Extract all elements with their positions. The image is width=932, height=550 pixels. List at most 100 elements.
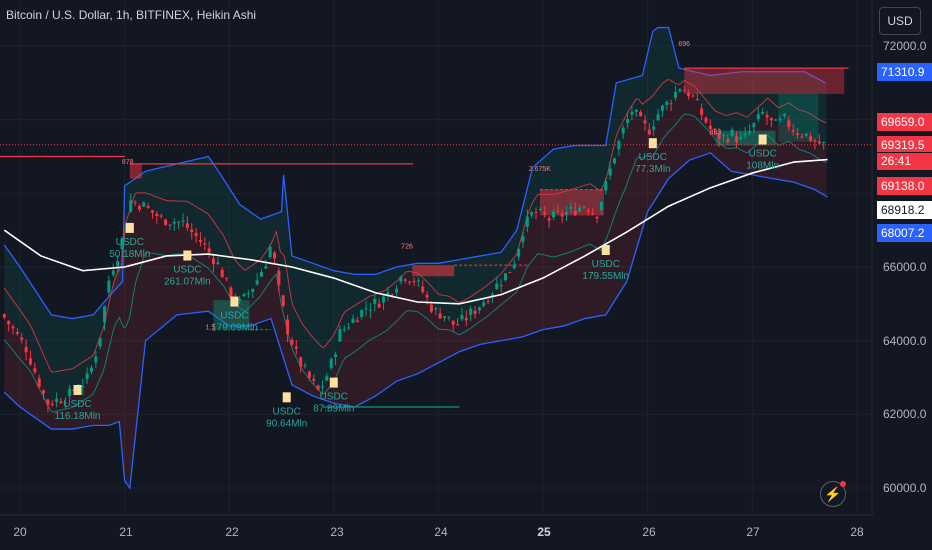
candle-body bbox=[551, 211, 555, 218]
candle-body bbox=[198, 239, 202, 242]
candle-body bbox=[486, 301, 490, 303]
candle-body bbox=[791, 130, 795, 132]
candle-body bbox=[643, 120, 647, 124]
level-label: 463 bbox=[710, 129, 722, 136]
candle-body bbox=[55, 398, 59, 402]
candle-body bbox=[822, 142, 826, 144]
candle-body bbox=[656, 114, 660, 121]
candle-body bbox=[207, 248, 211, 253]
candle-body bbox=[168, 224, 172, 226]
flow-label-value: 108Mln bbox=[746, 161, 779, 172]
candle-body bbox=[695, 99, 699, 101]
candle-body bbox=[142, 202, 146, 207]
lower-band-fill bbox=[4, 86, 827, 488]
upper-band-line bbox=[3, 26, 826, 320]
candle-body bbox=[669, 103, 673, 105]
candle-body bbox=[678, 89, 682, 92]
candle-body bbox=[220, 269, 224, 278]
ma-value-badge: 68918.2 bbox=[877, 201, 932, 219]
last-price-badge: 69319.5 bbox=[877, 136, 932, 152]
candle-body bbox=[582, 207, 586, 209]
band-top-badge: 71310.9 bbox=[877, 63, 932, 81]
candle-body bbox=[24, 346, 28, 353]
candle-body bbox=[390, 294, 394, 296]
candle-body bbox=[137, 206, 141, 210]
candle-body bbox=[194, 232, 198, 237]
candle-body bbox=[42, 390, 46, 394]
candle-body bbox=[150, 210, 154, 213]
flow-marker bbox=[230, 296, 239, 307]
candle-body bbox=[164, 219, 168, 226]
candle-body bbox=[673, 91, 677, 98]
time-tick: 28 bbox=[850, 525, 864, 539]
currency-button[interactable]: USD bbox=[879, 7, 921, 35]
candle-body bbox=[634, 109, 638, 112]
candle-body bbox=[443, 316, 447, 318]
candle-body bbox=[617, 140, 621, 150]
candle-body bbox=[434, 308, 438, 310]
candle-body bbox=[599, 201, 603, 211]
candle-body bbox=[525, 216, 529, 227]
candle-body bbox=[360, 310, 364, 317]
flash-icon[interactable]: ⚡ bbox=[820, 481, 846, 507]
flow-label-value: 179.55Mln bbox=[582, 271, 629, 282]
candle-body bbox=[621, 127, 625, 134]
open-price-badge: 69138.0 bbox=[877, 177, 932, 195]
candle-body bbox=[412, 281, 416, 283]
notification-dot bbox=[840, 481, 846, 487]
candle-body bbox=[717, 133, 721, 140]
candle-body bbox=[98, 338, 102, 347]
candle-body bbox=[59, 401, 63, 404]
candle-body bbox=[368, 309, 372, 311]
candle-body bbox=[647, 129, 651, 135]
candle-body bbox=[726, 138, 730, 143]
candle-body bbox=[735, 136, 739, 143]
candle-body bbox=[146, 206, 150, 208]
candle-body bbox=[294, 346, 298, 349]
candle-body bbox=[499, 285, 503, 287]
candle-body bbox=[608, 168, 612, 176]
candle-body bbox=[329, 358, 333, 368]
flow-marker bbox=[125, 222, 134, 233]
flow-label-value: 179.09Mln bbox=[211, 323, 258, 334]
candle-body bbox=[259, 271, 263, 277]
candle-body bbox=[28, 358, 32, 365]
candle-body bbox=[573, 210, 577, 216]
time-tick: 21 bbox=[119, 525, 133, 539]
flow-label-title: USDC bbox=[273, 406, 301, 417]
flow-label-value: 261.07Mln bbox=[164, 277, 211, 288]
band-lower-badge: 68007.2 bbox=[877, 224, 932, 242]
level-label: 726 bbox=[401, 244, 413, 251]
flow-markers bbox=[73, 134, 767, 403]
candle-body bbox=[748, 131, 752, 133]
candle-body bbox=[325, 376, 329, 381]
candle-body bbox=[264, 266, 268, 269]
candle-body bbox=[469, 308, 473, 315]
candle-body bbox=[251, 288, 255, 292]
trail-line-lower bbox=[3, 113, 827, 413]
flow-label-value: 77.3Mln bbox=[635, 164, 671, 175]
candle-body bbox=[639, 111, 643, 117]
candle-body bbox=[68, 388, 72, 396]
candle-body bbox=[429, 304, 433, 312]
candle-body bbox=[347, 327, 351, 329]
candle-body bbox=[708, 125, 712, 130]
band-upper-badge: 69659.0 bbox=[877, 113, 932, 131]
candle-body bbox=[212, 258, 216, 265]
candle-body bbox=[460, 315, 464, 320]
candle-body bbox=[351, 318, 355, 323]
candle-body bbox=[20, 337, 24, 340]
candle-body bbox=[665, 101, 669, 105]
candle-body bbox=[281, 295, 285, 306]
candle-body bbox=[774, 119, 778, 121]
candle-body bbox=[50, 403, 54, 405]
candle-body bbox=[89, 367, 93, 372]
candle-body bbox=[438, 313, 442, 319]
candle-body bbox=[578, 207, 582, 212]
candle-body bbox=[46, 399, 50, 405]
candle-body bbox=[190, 229, 194, 233]
candle-body bbox=[713, 128, 717, 130]
liquidity-zones bbox=[0, 67, 872, 408]
candle-body bbox=[299, 357, 303, 367]
